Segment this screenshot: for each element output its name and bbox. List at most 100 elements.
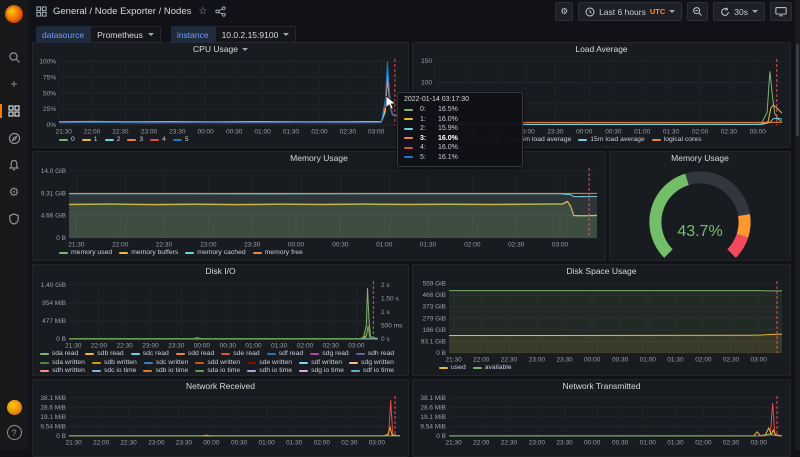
legend-item[interactable]: sdb written	[91, 359, 137, 368]
legend-item[interactable]: sdd written	[195, 359, 240, 368]
legend-item[interactable]: sdb io time	[143, 367, 188, 375]
legend-item[interactable]: memory buffers	[119, 249, 178, 258]
server-admin-shield-icon[interactable]	[6, 211, 22, 227]
cpu-usage-chart[interactable]: 21:30 22:00 22:30 23:00 23:30 00:00 00:30 01:00…	[35, 56, 406, 136]
scrollbar-thumb[interactable]	[796, 44, 799, 136]
refresh-picker[interactable]: 30s	[713, 2, 765, 21]
legend-item[interactable]: sde written	[247, 359, 292, 368]
legend-item[interactable]: 2	[104, 136, 120, 145]
panel-title-disk-space[interactable]: Disk Space Usage	[566, 266, 637, 276]
legend-item[interactable]: sdc read	[130, 350, 169, 359]
legend-item[interactable]: memory cached	[185, 249, 246, 258]
legend-color-marker	[91, 370, 101, 373]
explore-compass-icon[interactable]	[6, 130, 22, 146]
dashboard-settings-button[interactable]: ⚙	[555, 2, 574, 21]
scrollbar[interactable]	[795, 0, 800, 450]
legend-item[interactable]: sdf written	[299, 359, 342, 368]
svg-text:01:30: 01:30	[667, 357, 684, 364]
legend-item[interactable]: sdb read	[85, 350, 124, 359]
legend-item[interactable]: 4	[150, 136, 166, 145]
legend-color-marker	[85, 353, 95, 356]
legend-item[interactable]: sdh written	[40, 367, 85, 375]
chevron-down-icon	[752, 10, 758, 13]
breadcrumb[interactable]: General / Node Exporter / Nodes ☆	[36, 6, 232, 17]
alerting-bell-icon[interactable]	[6, 157, 22, 173]
svg-text:279 GiB: 279 GiB	[423, 315, 447, 322]
search-icon[interactable]	[6, 49, 22, 65]
configuration-gear-icon[interactable]: ⚙	[8, 185, 20, 199]
legend-item[interactable]: sdh read	[355, 350, 394, 359]
legend-item[interactable]: memory used	[59, 249, 112, 258]
legend-item[interactable]: sdg written	[349, 359, 394, 368]
panel-title-memory-usage[interactable]: Memory Usage	[290, 153, 348, 163]
panel-network-received: Network Received 21:30 22:00 22:30 23:00 23:…	[32, 379, 409, 457]
svg-text:01:30: 01:30	[286, 440, 303, 447]
top-navbar: General / Node Exporter / Nodes ☆ ⚙ Last…	[28, 0, 800, 23]
legend-item[interactable]: 3	[127, 136, 143, 145]
panel-title-disk-io[interactable]: Disk I/O	[205, 266, 236, 276]
legend-item[interactable]: 0	[59, 136, 75, 145]
svg-text:02:30: 02:30	[723, 357, 740, 364]
legend-item[interactable]: sdc io time	[91, 367, 136, 375]
legend-item[interactable]: used	[439, 364, 466, 373]
legend-item[interactable]: sda io time	[195, 367, 240, 375]
legend-item[interactable]: sdc written	[143, 359, 188, 368]
network-transmitted-chart[interactable]: 21:30 22:00 22:30 23:00 23:30 00:00 00:30 01:00…	[415, 393, 788, 447]
user-avatar[interactable]	[6, 400, 22, 415]
breadcrumb-text[interactable]: General / Node Exporter / Nodes	[53, 6, 192, 17]
legend-color-marker	[355, 353, 365, 356]
panel-title-network-transmitted[interactable]: Network Transmitted	[562, 381, 641, 391]
legend-item[interactable]: sdf read	[266, 350, 303, 359]
legend-item[interactable]: logical cores	[651, 136, 701, 145]
star-icon[interactable]: ☆	[198, 6, 208, 17]
datasource-select[interactable]: Prometheus	[90, 26, 161, 43]
help-icon[interactable]: ?	[6, 425, 22, 440]
panel-title-network-received[interactable]: Network Received	[186, 381, 255, 391]
legend-item[interactable]: sde read	[221, 350, 260, 359]
panel-title-cpu-usage[interactable]: CPU Usage	[33, 43, 408, 56]
disk-io-legend: sda read sdb read sdc read sdd read sde read…	[33, 349, 408, 375]
time-range-picker[interactable]: Last 6 hours UTC	[578, 2, 683, 21]
svg-text:23:30: 23:30	[169, 129, 186, 136]
memory-usage-gauge[interactable]: 43.7%	[610, 165, 790, 265]
memory-usage-chart[interactable]: 21:30 22:00 22:30 23:00 23:30 00:00 00:30 01:00…	[35, 165, 603, 249]
svg-text:19.1 MiB: 19.1 MiB	[40, 414, 66, 421]
legend-item[interactable]: 15m load average	[578, 136, 645, 145]
create-plus-icon[interactable]: +	[10, 77, 18, 91]
tooltip-series-marker	[404, 108, 413, 111]
svg-text:1 s: 1 s	[381, 309, 390, 316]
panel-title-memory-gauge[interactable]: Memory Usage	[671, 153, 729, 163]
cycle-view-button[interactable]	[770, 2, 792, 21]
instance-select[interactable]: 10.0.2.15:9100	[214, 26, 297, 43]
grafana-logo[interactable]	[5, 5, 23, 23]
dashboards-icon[interactable]	[0, 103, 22, 119]
legend-item[interactable]: sdf io time	[350, 367, 394, 375]
svg-text:38.1 MiB: 38.1 MiB	[420, 395, 446, 402]
zoom-out-button[interactable]	[687, 2, 709, 21]
disk-io-chart[interactable]: 21:30 22:00 22:30 23:00 23:30 00:00 00:30 01:00…	[35, 278, 406, 350]
svg-text:19.1 MiB: 19.1 MiB	[420, 414, 446, 421]
legend-item[interactable]: sdd read	[175, 350, 214, 359]
svg-text:466 GiB: 466 GiB	[423, 292, 447, 299]
variable-datasource: datasource Prometheus	[36, 26, 161, 43]
share-icon[interactable]	[215, 6, 227, 17]
svg-text:00:30: 00:30	[605, 129, 622, 136]
legend-item[interactable]: 1	[81, 136, 98, 145]
legend-item[interactable]: available	[472, 364, 512, 373]
svg-text:93.1 GiB: 93.1 GiB	[421, 338, 446, 345]
legend-item[interactable]: sdh io time	[247, 367, 292, 375]
legend-item[interactable]: sda written	[40, 359, 85, 368]
svg-text:9.54 MiB: 9.54 MiB	[420, 423, 446, 430]
legend-color-marker	[81, 139, 91, 142]
panel-title-load-average[interactable]: Load Average	[575, 44, 628, 54]
disk-space-chart[interactable]: 21:30 22:00 22:30 23:00 23:30 00:00 00:30 01:00…	[415, 278, 788, 364]
svg-text:25%: 25%	[43, 106, 56, 113]
network-received-chart[interactable]: 21:30 22:00 22:30 23:00 23:30 00:00 00:30 01:00…	[35, 393, 406, 447]
legend-item[interactable]: 5	[172, 136, 189, 145]
legend-item[interactable]: memory free	[252, 249, 303, 258]
monitor-icon	[775, 7, 787, 17]
legend-color-marker	[119, 252, 129, 255]
legend-item[interactable]: sdg io time	[299, 367, 344, 375]
legend-item[interactable]: sdg read	[310, 350, 349, 359]
legend-item[interactable]: sda read	[39, 350, 78, 359]
